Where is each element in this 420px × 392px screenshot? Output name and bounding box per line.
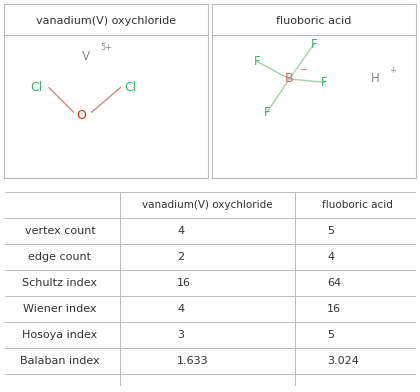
Text: vanadium(V) oxychloride: vanadium(V) oxychloride [36,16,176,26]
Text: Balaban index: Balaban index [20,356,100,366]
Text: 4: 4 [177,226,184,236]
Text: −: − [299,64,307,73]
Text: edge count: edge count [29,252,92,262]
Text: Cl: Cl [124,81,136,94]
Text: fluoboric acid: fluoboric acid [276,16,352,26]
Text: vertex count: vertex count [25,226,95,236]
Text: Hosoya index: Hosoya index [22,330,97,340]
Text: 4: 4 [177,304,184,314]
Text: +: + [389,66,396,75]
Text: V: V [81,50,89,63]
Text: fluoboric acid: fluoboric acid [322,200,392,210]
Text: F: F [311,38,317,51]
Text: 5+: 5+ [100,43,112,52]
Text: F: F [321,76,328,89]
Text: F: F [254,55,260,68]
Text: B: B [285,73,294,85]
Text: 2: 2 [177,252,184,262]
Text: 3.024: 3.024 [327,356,359,366]
Text: F: F [264,105,270,118]
Text: 16: 16 [177,278,191,288]
Text: O: O [77,109,87,122]
Text: 64: 64 [327,278,341,288]
Text: 5: 5 [327,330,334,340]
Text: 16: 16 [327,304,341,314]
Text: vanadium(V) oxychloride: vanadium(V) oxychloride [142,200,272,210]
Text: 1.633: 1.633 [177,356,209,366]
Text: Cl: Cl [31,81,43,94]
Text: H: H [371,73,379,85]
Text: 4: 4 [327,252,334,262]
Text: 3: 3 [177,330,184,340]
Text: Schultz index: Schultz index [23,278,97,288]
Text: 5: 5 [327,226,334,236]
Text: Wiener index: Wiener index [23,304,97,314]
